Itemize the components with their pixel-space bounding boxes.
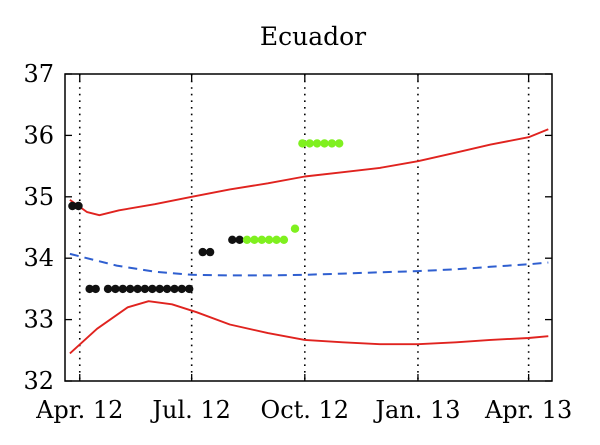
chart-title: Ecuador — [260, 22, 366, 51]
data-point — [228, 235, 237, 244]
data-point — [68, 201, 77, 211]
data-point — [103, 284, 113, 294]
axes: Apr. 12 Jul. 12 Oct. 12 Jan. 13 Apr. 13 32 33 3… — [23, 60, 572, 424]
data-points — [68, 139, 344, 294]
data-point — [74, 201, 83, 211]
data-point — [235, 235, 244, 244]
data-point — [250, 235, 259, 244]
data-point — [162, 284, 172, 294]
data-point — [320, 139, 329, 148]
data-point — [327, 139, 337, 148]
series-line-3 — [69, 252, 549, 277]
data-point — [148, 284, 157, 294]
data-point — [155, 284, 164, 294]
y-tick-label: 35 — [23, 183, 54, 211]
data-point — [91, 284, 100, 294]
y-tick-label: 33 — [23, 306, 54, 334]
x-tick-label: Apr. 13 — [484, 396, 572, 424]
data-point — [126, 284, 135, 294]
y-tick-label: 34 — [23, 244, 54, 272]
series-line-1 — [69, 128, 549, 217]
data-point — [198, 247, 207, 257]
y-tick-label: 32 — [23, 367, 54, 395]
data-point — [305, 139, 314, 148]
series-lines — [69, 128, 549, 355]
data-point — [170, 284, 179, 294]
data-point — [140, 284, 150, 294]
data-point — [272, 235, 281, 244]
data-point — [177, 284, 186, 294]
series-line-2 — [69, 300, 549, 355]
data-point — [85, 284, 94, 294]
data-point — [242, 235, 252, 244]
y-tick-label: 37 — [23, 60, 54, 88]
data-point — [185, 284, 194, 294]
x-tick-label: Oct. 12 — [261, 396, 350, 424]
plot-frame — [64, 73, 553, 382]
data-point — [118, 284, 128, 294]
grid-lines — [78, 74, 530, 381]
data-point — [133, 284, 142, 294]
x-tick-label: Jan. 13 — [372, 396, 460, 424]
data-point — [290, 224, 300, 233]
data-point — [335, 139, 344, 148]
data-point — [264, 235, 274, 244]
data-point — [312, 139, 322, 148]
x-tick-label: Apr. 12 — [35, 396, 123, 424]
y-tick-label: 36 — [23, 121, 54, 149]
x-tick-label: Jul. 12 — [149, 396, 231, 424]
data-point — [298, 139, 307, 148]
data-point — [279, 235, 289, 244]
data-point — [205, 247, 215, 257]
data-point — [257, 235, 266, 244]
data-point — [111, 284, 120, 294]
